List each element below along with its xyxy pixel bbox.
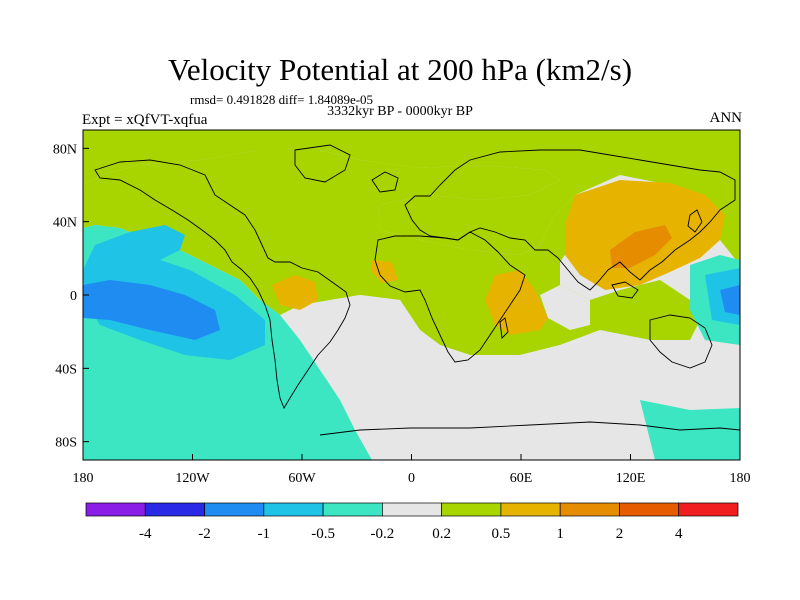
mid-positive-sahel-patch [372,260,398,283]
colorbar-swatch [619,502,680,517]
x-tick-label: 180 [73,471,94,486]
colorbar-label: -0.2 [370,526,394,542]
period-text: 3332kyr BP - 0000kyr BP [327,104,473,119]
neutral-indian-ocean-patch [540,285,590,330]
high-positive-asia-core [610,225,672,268]
colorbar-swatch [322,502,383,517]
high-negative-eastern-core [720,285,740,315]
season-label: ANN [709,110,743,126]
y-tick-label: 0 [70,289,77,304]
colorbar-swatch [204,502,265,517]
contour-field [83,130,740,460]
colorbar-label: 2 [616,526,624,542]
colorbar-swatch [263,502,324,517]
x-tick-label: 180 [730,471,751,486]
x-tick-label: 0 [408,471,415,486]
colorbar-label: 0.5 [492,526,511,542]
coastlines [94,144,740,436]
y-tick-label: 80S [55,436,77,451]
y-tick-label: 40S [55,362,77,377]
mid-positive-south-america-patch [272,275,318,310]
x-tick-label: 60E [510,471,533,486]
neutral-south-atlantic-region [290,295,740,460]
colorbar-label: -1 [258,526,271,542]
colorbar-label: 1 [556,526,564,542]
colorbar-label: 4 [675,526,683,542]
stats-text: rmsd= 0.491828 diff= 1.84089e-05 [190,92,374,107]
x-axis: 180 120W 60W 0 60E 120E 180 [73,454,751,486]
colorbar-swatch [559,502,620,517]
y-axis: 80N 40N 0 40S 80S [53,142,89,451]
experiment-label: Expt = xQfVT-xqfua [82,112,208,128]
low-positive-north-band [83,130,740,265]
y-tick-label: 40N [53,216,77,231]
x-tick-label: 120W [175,471,210,486]
low-negative-southern-strip [640,400,740,460]
high-negative-pacific-core [83,280,220,340]
colorbar-swatch [441,502,502,517]
colorbar-swatch [678,502,739,517]
map-title: Velocity Potential at 200 hPa (km2/s) [167,52,633,87]
colorbar-label: 0.2 [432,526,451,542]
colorbar-label: -4 [139,526,152,542]
colorbar-swatch [144,502,205,517]
colorbar-label: -0.5 [311,526,335,542]
colorbar-swatch [382,502,442,517]
colorbar-swatch [500,502,561,517]
colorbar-label: -2 [198,526,211,542]
colorbar: -4 -2 -1 -0.5 -0.2 0.2 0.5 1 2 4 [85,502,739,542]
x-tick-label: 120E [616,471,646,486]
colorbar-swatch [85,502,146,517]
y-tick-label: 80N [53,142,77,157]
x-tick-label: 60W [288,471,316,486]
